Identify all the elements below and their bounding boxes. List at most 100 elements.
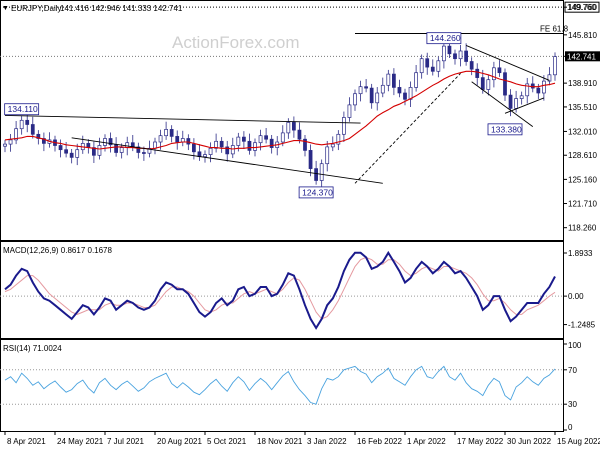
bearish-candle (142, 152, 146, 154)
bullish-candle (419, 58, 424, 74)
bullish-candle (330, 143, 335, 148)
bullish-candle (97, 145, 102, 156)
bullish-candle (408, 87, 413, 100)
trendline-group (4, 44, 550, 184)
bullish-candle (358, 86, 363, 95)
bullish-candle (203, 154, 207, 158)
price-annotation-label: 124.370 (302, 187, 333, 197)
bullish-candle (214, 140, 218, 149)
fib-extension-label: FE 61.8 (540, 25, 569, 34)
bearish-candle (464, 50, 468, 62)
bearish-candle (242, 136, 246, 142)
bullish-candle (458, 50, 463, 60)
x-tick-label: 24 May 2021 (57, 437, 104, 446)
bearish-candle (186, 138, 191, 145)
price-annotation-label: 134.110 (8, 104, 38, 114)
bullish-candle (3, 143, 7, 147)
rsi-y-tick-label: 100 (568, 341, 582, 350)
x-tick-label: 20 Aug 2021 (157, 437, 202, 446)
bullish-candle (125, 142, 130, 148)
bearish-candle (530, 83, 535, 89)
bullish-candle (547, 74, 552, 82)
bearish-candle (58, 145, 63, 151)
bearish-candle (292, 122, 296, 131)
macd-line (4, 250, 556, 330)
bullish-candle (514, 98, 518, 109)
trendline (354, 73, 461, 184)
bearish-candle (30, 124, 35, 135)
x-tick-label: 17 May 2022 (457, 437, 504, 446)
rsi-y-tick-label: 0 (568, 423, 573, 432)
bullish-candle (436, 60, 441, 72)
price-annotation-box (426, 32, 462, 45)
bearish-candle (264, 135, 268, 140)
x-tick-label: 3 Jan 2022 (307, 437, 347, 446)
bullish-candle (525, 83, 530, 97)
bullish-candle (208, 147, 213, 155)
x-tick-label: 1 Apr 2022 (407, 437, 446, 446)
bullish-candle (253, 142, 257, 151)
bearish-candle (169, 129, 174, 137)
x-tick-label: 30 Jun 2022 (507, 437, 552, 446)
bullish-candle (380, 84, 385, 94)
x-tick-label: 5 Oct 2021 (207, 437, 247, 446)
y-tick-label: 149.760 (568, 3, 597, 12)
bearish-candle (369, 87, 374, 104)
bearish-candle (503, 72, 507, 96)
bearish-candle (392, 73, 396, 88)
bullish-candle (492, 67, 496, 81)
y-tick-label: 121.710 (568, 200, 597, 209)
y-tick-label: 132.010 (568, 127, 597, 136)
level-price-label: 149.760 (567, 3, 596, 12)
rsi-line (4, 365, 556, 405)
bearish-candle (92, 147, 96, 156)
y-tick-label: 118.260 (568, 224, 597, 233)
bullish-candle (236, 136, 241, 146)
bullish-candle (375, 92, 380, 104)
bullish-candle (486, 79, 491, 90)
bearish-candle (225, 146, 230, 155)
bullish-candle (353, 93, 357, 106)
bearish-candle (453, 53, 457, 60)
bullish-candle (342, 117, 346, 135)
macd-y-tick-label: 1.8933 (568, 249, 593, 258)
bearish-candle (536, 87, 541, 94)
bearish-candle (175, 136, 180, 143)
bearish-candle (314, 168, 318, 181)
rsi-grid (0, 369, 564, 405)
bearish-candle (136, 146, 141, 153)
x-tick-label: 18 Nov 2021 (257, 437, 303, 446)
main-pane-frame (0, 0, 564, 241)
trendline (4, 114, 361, 124)
price-annotation-label: 133.380 (491, 124, 522, 134)
bearish-candle (425, 58, 430, 68)
macd-y-tick-label: -1.2485 (568, 321, 596, 330)
price-annotation-box (4, 103, 40, 116)
bearish-candle (269, 138, 274, 148)
bullish-candle (119, 147, 124, 153)
bullish-candle (553, 56, 557, 76)
bullish-candle (414, 72, 418, 88)
bullish-candle (19, 119, 24, 130)
bearish-candle (397, 87, 402, 94)
bullish-candle (8, 139, 13, 145)
bullish-candle (286, 122, 291, 134)
main-price-pane: ActionForex.com ▼ EURJPY,Daily 141.416 1… (0, 0, 600, 241)
price-annotation-box (298, 186, 334, 199)
collapse-arrow-icon[interactable]: ▼ (2, 5, 9, 12)
bullish-candle (325, 146, 330, 165)
bullish-candle (336, 133, 341, 145)
bearish-candle (108, 138, 113, 146)
bullish-candle (75, 149, 80, 158)
bullish-candle (14, 128, 18, 141)
bearish-candle (403, 92, 407, 100)
bullish-candle (319, 163, 324, 181)
main-price-axis: 149.760 145.810 142.741 138.910 135.510 132.0… (564, 3, 600, 233)
bearish-candle (475, 68, 480, 78)
bullish-candle (158, 135, 163, 143)
current-price-label: 142.741 (567, 52, 596, 61)
trendline (471, 81, 534, 127)
bearish-candle (469, 61, 474, 70)
trendline (71, 137, 383, 184)
